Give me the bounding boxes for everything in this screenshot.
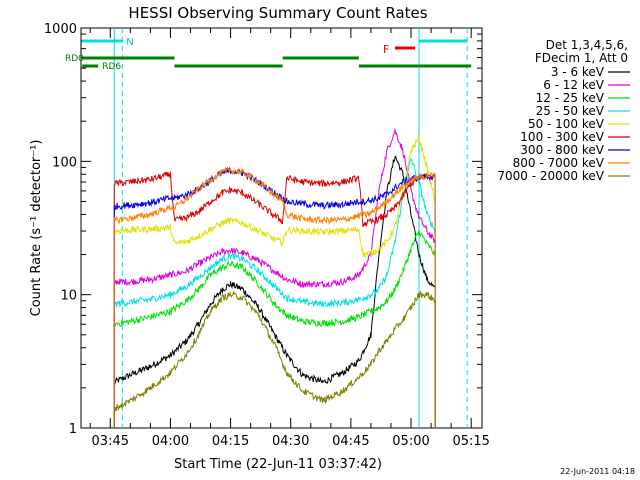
legend-label: 3 - 6 keV (551, 65, 605, 79)
chart-title: HESSI Observing Summary Count Rates (128, 4, 427, 22)
x-tick-label: 04:00 (152, 434, 189, 449)
y-tick-label: 100 (52, 155, 77, 170)
y-tick-label: 10 (60, 289, 77, 304)
x-ticks: 03:45 04:00 04:15 04:30 04:45 05:00 05:15 (89, 28, 490, 449)
y-axis-label: Count Rate (s⁻¹ detector⁻¹) (29, 140, 44, 317)
x-tick-label: 05:15 (452, 434, 489, 449)
y-tick-label: 1000 (44, 22, 77, 37)
legend-label: 50 - 100 keV (528, 117, 605, 131)
series-line (113, 229, 436, 428)
legend-label: 25 - 50 keV (536, 104, 605, 118)
legend-label: 300 - 800 keV (520, 143, 604, 157)
legend-label: 12 - 25 keV (536, 91, 605, 105)
series-line (113, 166, 436, 428)
x-tick-label: 04:15 (212, 434, 249, 449)
x-tick-label: 04:45 (332, 434, 369, 449)
legend-label: 100 - 300 keV (520, 130, 604, 144)
series-layer (113, 128, 436, 428)
series-line (113, 166, 436, 428)
x-tick-label: 05:00 (392, 434, 429, 449)
series-line (113, 171, 436, 428)
rd6-label: RD6 (102, 62, 121, 72)
timestamp: 22-Jun-2011 04:18 (560, 467, 635, 476)
legend: Det 1,3,4,5,6,FDecim 1, Att 03 - 6 keV6 … (497, 38, 630, 183)
series-line (113, 135, 436, 428)
legend-header-line: Det 1,3,4,5,6, (546, 38, 628, 52)
y-tick-label: 1 (69, 422, 77, 437)
y-ticks: 1 10 100 1000 (44, 22, 482, 437)
series-line (113, 155, 436, 428)
x-tick-label: 04:30 (272, 434, 309, 449)
series-line (113, 290, 436, 428)
series-line (113, 128, 436, 428)
legend-label: 6 - 12 keV (543, 78, 605, 92)
legend-label: 7000 - 20000 keV (497, 169, 604, 183)
flare-flag-label: F (383, 43, 389, 56)
night-flag-label: N (126, 37, 133, 48)
attenuator-bars: N F RD0 RD6 (65, 37, 472, 72)
rd0-label: RD0 (65, 54, 84, 64)
legend-header-line: FDecim 1, Att 0 (535, 51, 628, 65)
plot-frame (80, 27, 483, 429)
legend-label: 800 - 7000 keV (513, 156, 605, 170)
x-axis-label: Start Time (22-Jun-11 03:37:42) (174, 457, 382, 472)
series-line (113, 157, 436, 428)
x-tick-label: 03:45 (92, 434, 129, 449)
